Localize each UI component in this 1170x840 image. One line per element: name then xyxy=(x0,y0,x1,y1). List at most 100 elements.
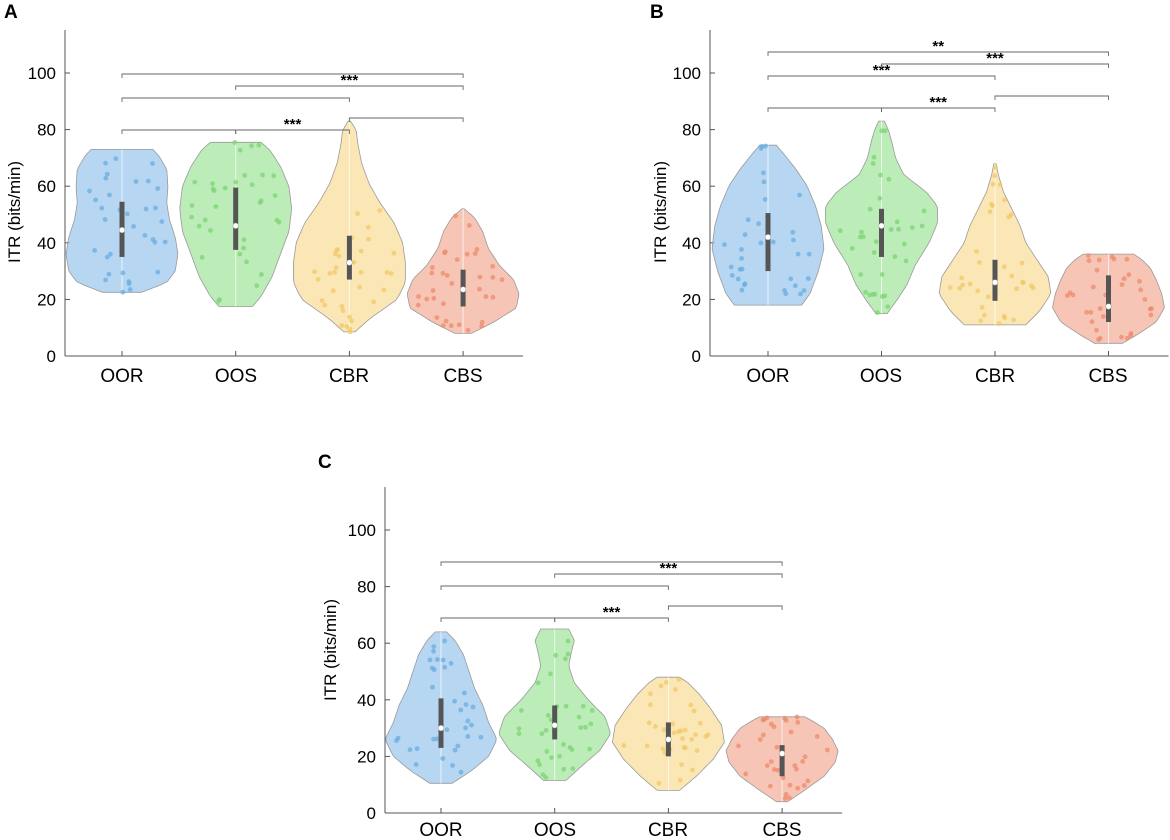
panel-a-data-point-cbr xyxy=(365,224,371,230)
panel-b-data-point-oor xyxy=(761,179,767,185)
panel-b-data-point-oos xyxy=(919,223,925,229)
panel-b-data-point-oos xyxy=(903,258,909,264)
panel-c-data-point-oor xyxy=(458,707,464,713)
panel-c-data-point-cbr xyxy=(678,728,684,734)
panel-b-data-point-oor xyxy=(770,239,776,245)
panel-a-sig-bracket-line xyxy=(121,73,464,78)
panel-a-data-point-oos xyxy=(199,255,205,260)
panel-b-sig-bracket: *** xyxy=(881,94,996,112)
panel-c-data-point-cbr xyxy=(644,743,650,749)
panel-a-data-point-cbr xyxy=(371,299,376,305)
panel-c-data-point-oos xyxy=(543,728,549,733)
panel-c-data-point-oor xyxy=(470,704,476,710)
panel-a-data-point-cbs xyxy=(477,286,482,292)
panel-a-y-tick-label: 0 xyxy=(47,347,56,366)
panel-a-data-point-cbr xyxy=(327,271,333,276)
panel-c-data-point-oos xyxy=(544,749,550,754)
panel-a-data-point-cbs xyxy=(465,327,471,333)
panel-a-data-point-oor xyxy=(99,205,105,211)
panel-a-data-point-cbs xyxy=(479,319,485,325)
panel-b-data-point-cbr xyxy=(959,275,965,281)
panel-b-data-point-cbs xyxy=(1124,256,1130,262)
panel-b-data-point-cbs xyxy=(1094,267,1100,273)
panel-b-data-point-cbr xyxy=(979,304,985,310)
panel-a-data-point-cbs xyxy=(449,281,455,286)
panel-a-data-point-oos xyxy=(232,140,238,145)
panel-a-data-point-cbr xyxy=(330,288,336,294)
panel-a-data-point-oor xyxy=(87,188,92,194)
panel-c-data-point-oor xyxy=(440,756,446,761)
panel-c-data-point-cbs xyxy=(772,767,777,772)
panel-c-data-point-oor xyxy=(455,743,461,749)
panel-b-data-point-oos xyxy=(885,304,891,309)
panel-c-plot-area: 0 20 40 60 80 100 *** *** xyxy=(348,487,843,823)
panel-a-data-point-cbr xyxy=(334,248,339,254)
panel-b-data-point-oos xyxy=(879,128,885,134)
panel-a-data-point-cbs xyxy=(443,318,449,324)
panel-c-data-point-cbr xyxy=(688,702,694,708)
panel-a-data-point-oor xyxy=(155,269,161,275)
panel-a-plot-area: 0 20 40 60 80 100 *** *** xyxy=(28,30,524,366)
panel-c-sig-bracket-line xyxy=(554,617,669,622)
panel-a-sig-bracket-line xyxy=(121,97,350,102)
panel-c-y-tick-label: 80 xyxy=(357,578,376,597)
panel-a-data-point-cbr xyxy=(322,302,328,308)
panel-c-sig-label: *** xyxy=(660,560,678,577)
panel-a-violin-cbs xyxy=(406,208,520,334)
panel-c-data-point-cbs xyxy=(762,717,767,722)
panel-a-data-point-cbs xyxy=(456,322,462,328)
panel-c-data-point-oos xyxy=(580,703,586,709)
panel-c-data-point-cbr xyxy=(677,777,683,783)
panel-a-data-point-cbr xyxy=(339,323,345,328)
panel-a-median-cbs xyxy=(460,286,467,293)
panel-b-data-point-oos xyxy=(909,225,915,231)
panel-b-data-point-cbs xyxy=(1124,335,1130,341)
panel-c-data-point-cbr xyxy=(648,702,653,708)
panel-b-data-point-oos xyxy=(837,228,843,234)
panel-c-data-point-cbs xyxy=(768,783,773,789)
panel-a-data-point-cbr xyxy=(333,265,339,270)
panel-a-data-point-oos xyxy=(217,297,222,302)
panel-a-x-label-oos: OOS xyxy=(215,366,257,387)
panel-c-data-point-cbs xyxy=(825,747,830,753)
panel-c-data-point-cbs xyxy=(743,771,749,777)
panel-b-data-point-cbr xyxy=(1002,197,1007,203)
panel-b-data-point-oor xyxy=(745,217,751,223)
panel-a-data-point-oor xyxy=(93,197,98,203)
panel-b-data-point-cbs xyxy=(1096,257,1102,263)
panel-a-data-point-cbs xyxy=(474,247,480,252)
panel-a-data-point-oor xyxy=(107,192,112,198)
panel-c-sig-bracket-line xyxy=(440,585,669,590)
panel-a-data-point-oos xyxy=(259,272,264,277)
panel-b-data-point-cbr xyxy=(1001,264,1007,270)
panel-b-y-axis-title: ITR (bits/min) xyxy=(651,161,670,263)
panel-b-data-point-oos xyxy=(892,254,898,259)
panel-c-iqr-box-oor xyxy=(438,698,444,748)
panel-a-data-point-oor xyxy=(113,156,119,162)
panel-b-y-tick-label: 80 xyxy=(682,121,701,140)
panel-a-data-point-cbr xyxy=(358,269,364,275)
panel-a-data-point-oos xyxy=(256,142,262,148)
panel-b-data-point-cbs xyxy=(1090,284,1096,290)
panel-a-data-point-cbr xyxy=(347,314,352,320)
panel-a-y-tick-label: 100 xyxy=(28,64,56,83)
panel-c-data-point-oos xyxy=(540,772,546,777)
panel-b-data-point-cbr xyxy=(1009,273,1015,279)
panel-c-y-tick-label: 40 xyxy=(357,691,376,710)
panel-a-data-point-oor xyxy=(92,248,97,253)
panel-c-data-point-cbs xyxy=(786,795,792,801)
panel-a-data-point-oor xyxy=(145,178,151,184)
panel-a-violin-oos xyxy=(179,140,293,307)
panel-b-data-point-cbr xyxy=(1028,283,1034,289)
panel-b-data-point-cbr xyxy=(1020,279,1025,285)
panel-a-y-tick-label: 60 xyxy=(37,177,56,196)
panel-c-data-point-oos xyxy=(587,746,592,752)
panel-b-median-cbr xyxy=(991,279,999,286)
panel-a-data-point-oor xyxy=(108,251,113,257)
panel-a-data-point-oos xyxy=(257,200,263,206)
panel-a-data-point-cbr xyxy=(381,287,387,293)
panel-b-sig-bracket xyxy=(767,107,882,112)
panel-b-data-point-oor xyxy=(788,276,794,282)
